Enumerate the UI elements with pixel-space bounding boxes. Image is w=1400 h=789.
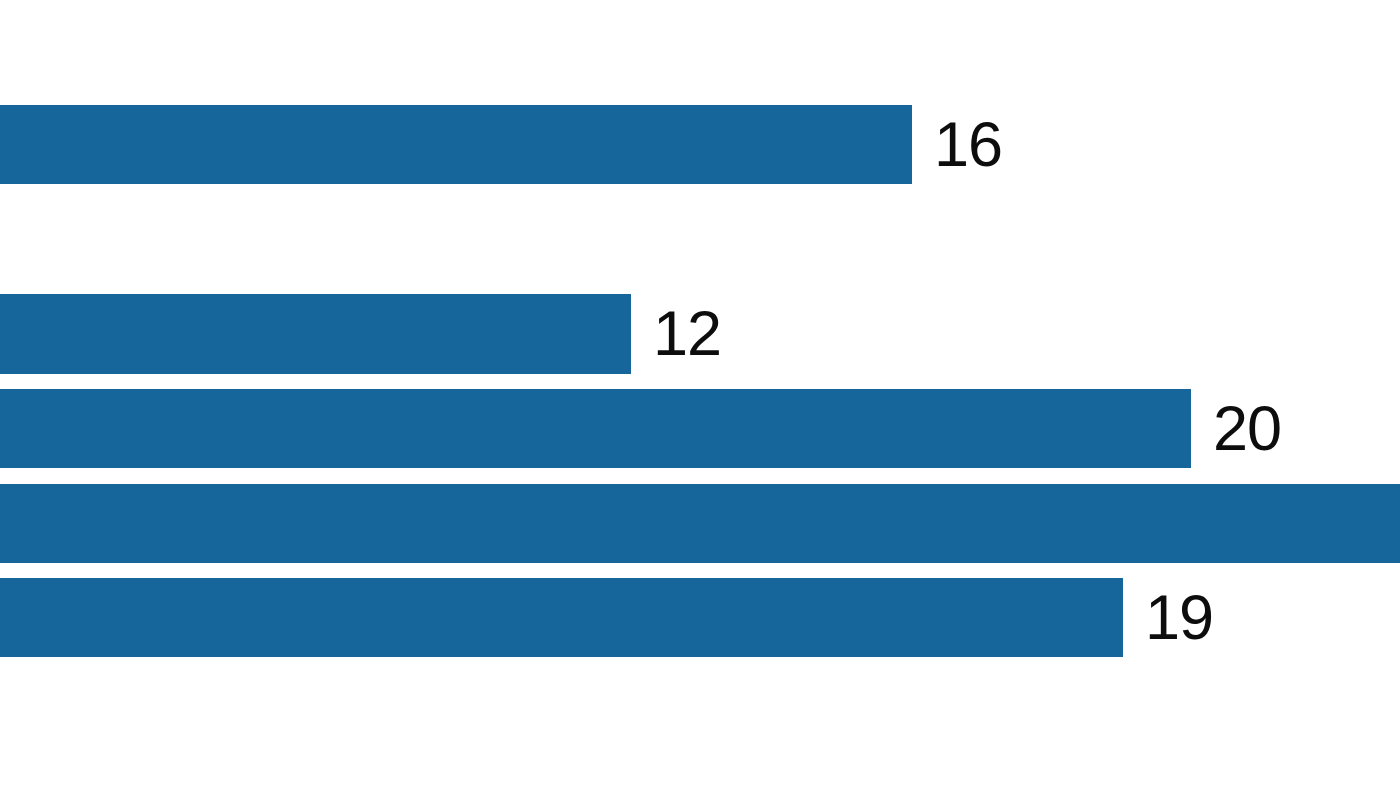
bar-row: 19 <box>0 578 1400 657</box>
bar-row <box>0 484 1400 563</box>
bar <box>0 484 1400 563</box>
bar-row: 20 <box>0 389 1400 468</box>
bar-value-label: 20 <box>1213 393 1282 464</box>
bar-value-label: 19 <box>1145 582 1214 653</box>
bar <box>0 294 631 374</box>
bar <box>0 389 1191 468</box>
bar-row: 16 <box>0 105 1400 184</box>
bar <box>0 578 1123 657</box>
bar-row: 12 <box>0 294 1400 374</box>
bar-value-label: 12 <box>653 299 722 369</box>
bar <box>0 105 912 184</box>
bar-value-label: 16 <box>934 109 1003 180</box>
